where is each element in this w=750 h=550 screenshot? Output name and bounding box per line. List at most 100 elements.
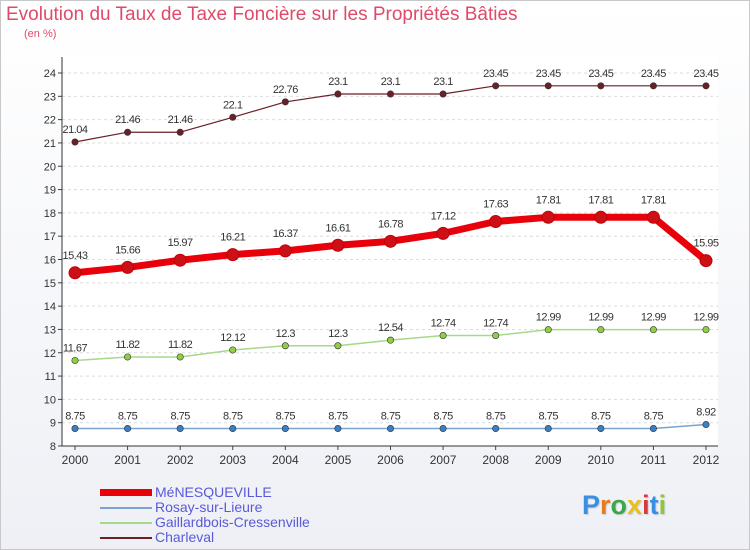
data-point — [594, 210, 608, 224]
data-point — [68, 266, 82, 280]
y-tick-label: 23 — [44, 91, 56, 103]
data-label: 16.78 — [378, 218, 403, 230]
data-label: 12.12 — [220, 332, 245, 344]
data-label: 12.74 — [431, 317, 456, 329]
y-tick-label: 21 — [44, 138, 56, 150]
data-point — [544, 82, 552, 90]
data-label: 15.66 — [115, 244, 140, 256]
data-label: 8.75 — [328, 411, 348, 423]
y-tick-label: 19 — [44, 185, 56, 197]
data-label: 17.81 — [641, 194, 666, 206]
x-tick-label: 2005 — [325, 453, 352, 467]
legend-label: Rosay-sur-Lieure — [155, 499, 263, 515]
data-point — [71, 356, 79, 364]
data-point — [702, 326, 710, 334]
data-label: 23.45 — [693, 68, 718, 80]
data-label: 12.3 — [276, 328, 296, 340]
data-point — [176, 128, 184, 136]
data-label: 11.67 — [63, 342, 88, 354]
logo-letter: r — [600, 490, 611, 520]
data-point — [597, 326, 605, 334]
data-point — [439, 90, 447, 98]
data-point — [121, 260, 135, 274]
chart-title: Evolution du Taux de Taxe Foncière sur l… — [6, 4, 518, 25]
data-label: 8.75 — [591, 411, 611, 423]
x-tick-label: 2006 — [377, 453, 404, 467]
data-label: 12.74 — [483, 317, 508, 329]
data-point — [281, 425, 289, 433]
data-label: 23.1 — [433, 76, 453, 88]
logo-letter: t — [649, 490, 659, 520]
x-tick-label: 2009 — [535, 453, 562, 467]
data-point — [492, 82, 500, 90]
data-label: 12.99 — [536, 312, 561, 324]
data-label: 16.61 — [325, 222, 350, 234]
data-point — [492, 425, 500, 433]
data-point — [649, 425, 657, 433]
data-label: 12.99 — [693, 312, 718, 324]
legend-swatch — [100, 507, 152, 509]
x-tick-label: 2004 — [272, 453, 299, 467]
data-point — [229, 113, 237, 121]
data-point — [597, 82, 605, 90]
y-tick-label: 10 — [44, 394, 56, 406]
logo-letter: o — [610, 490, 628, 520]
data-point — [544, 326, 552, 334]
data-label: 16.21 — [220, 232, 245, 244]
data-label: 17.81 — [588, 194, 613, 206]
data-point — [281, 342, 289, 350]
y-tick-label: 15 — [44, 278, 56, 290]
data-label: 11.82 — [115, 339, 140, 351]
x-tick-label: 2012 — [693, 453, 720, 467]
data-point — [124, 425, 132, 433]
x-tick-label: 2003 — [219, 453, 246, 467]
data-point — [702, 82, 710, 90]
x-tick-label: 2000 — [62, 453, 89, 467]
y-tick-label: 16 — [44, 255, 56, 267]
data-point — [334, 425, 342, 433]
y-tick-label: 20 — [44, 161, 56, 173]
data-point — [597, 425, 605, 433]
data-label: 22.1 — [223, 99, 243, 111]
data-point — [331, 238, 345, 252]
data-point — [334, 342, 342, 350]
data-point — [439, 331, 447, 339]
data-point — [436, 226, 450, 240]
data-label: 8.92 — [696, 407, 716, 419]
y-tick-label: 18 — [44, 208, 56, 220]
data-label: 16.37 — [273, 228, 298, 240]
data-point — [386, 336, 394, 344]
data-point — [229, 425, 237, 433]
y-tick-label: 22 — [44, 115, 56, 127]
data-point — [173, 253, 187, 267]
data-label: 8.75 — [118, 411, 138, 423]
x-tick-label: 2002 — [167, 453, 194, 467]
logo-letter: i — [642, 490, 650, 520]
data-label: 12.3 — [328, 328, 348, 340]
data-point — [439, 425, 447, 433]
data-point — [492, 331, 500, 339]
logo-letter: i — [658, 490, 667, 520]
data-label: 22.76 — [273, 84, 298, 96]
data-label: 11.82 — [168, 339, 193, 351]
data-point — [702, 421, 710, 429]
data-point — [646, 210, 660, 224]
data-label: 21.46 — [168, 114, 193, 126]
legend-label: Charleval — [155, 529, 215, 545]
data-label: 23.1 — [381, 76, 401, 88]
data-point — [386, 90, 394, 98]
data-point — [384, 234, 397, 248]
y-tick-label: 24 — [44, 68, 56, 80]
data-label: 17.63 — [483, 199, 508, 211]
legend-label: MéNESQUEVILLE — [155, 484, 272, 500]
x-tick-label: 2011 — [641, 453, 667, 467]
y-tick-label: 13 — [44, 324, 56, 336]
x-tick-label: 2008 — [482, 453, 509, 467]
data-label: 15.43 — [62, 250, 87, 262]
proxiti-logo: Proxiti — [582, 490, 666, 521]
x-tick-label: 2001 — [114, 453, 141, 467]
data-label: 17.12 — [431, 210, 456, 222]
data-point — [544, 425, 552, 433]
y-tick-label: 8 — [50, 441, 56, 453]
legend-swatch — [100, 522, 152, 524]
